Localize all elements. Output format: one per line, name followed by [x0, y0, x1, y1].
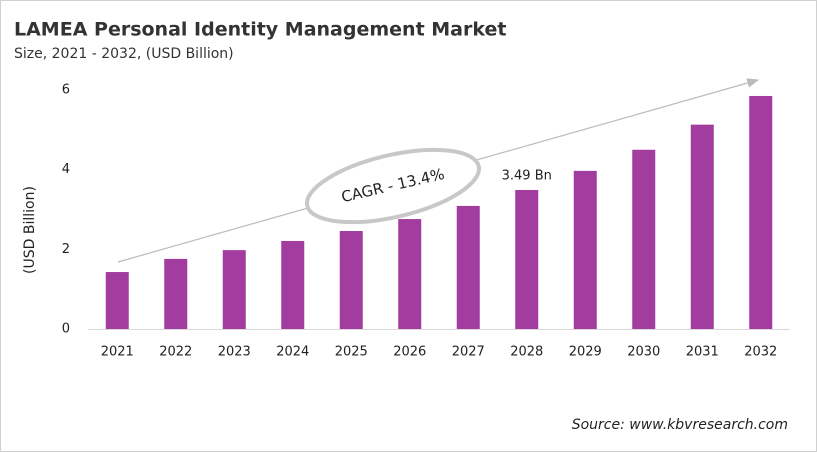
- data-label: 3.49 Bn: [502, 168, 552, 183]
- x-tick-label: 2024: [276, 345, 309, 360]
- bar: [749, 95, 773, 329]
- x-tick-label: 2027: [452, 345, 485, 360]
- y-tick-label: 4: [62, 162, 70, 177]
- bar: [398, 219, 422, 329]
- source: Source: www.kbvresearch.com: [572, 417, 788, 433]
- chart-subtitle: Size, 2021 - 2032, (USD Billion): [14, 46, 234, 62]
- cagr-ellipse: [304, 147, 482, 225]
- x-tick-label: 2026: [393, 345, 426, 360]
- chart-title: LAMEA Personal Identity Management Marke…: [14, 19, 506, 41]
- x-tick-label: 2032: [744, 345, 777, 360]
- x-tick-label: 2029: [569, 345, 602, 360]
- bar: [164, 258, 188, 329]
- bar: [573, 170, 597, 329]
- bar: [339, 231, 363, 329]
- x-tick-label: 2030: [627, 345, 660, 360]
- bar: [456, 205, 480, 329]
- bar: [105, 272, 129, 329]
- x-tick-label: 2022: [159, 345, 192, 360]
- x-tick-label: 2021: [101, 345, 134, 360]
- bar: [690, 124, 714, 329]
- y-tick-label: 0: [62, 322, 70, 337]
- y-axis-label: (USD Billion): [22, 186, 38, 274]
- bar: [281, 240, 305, 329]
- bar: [222, 250, 246, 329]
- x-tick-label: 2028: [510, 345, 543, 360]
- x-tick-label: 2031: [686, 345, 719, 360]
- bar: [632, 149, 656, 329]
- y-tick-label: 2: [62, 242, 70, 257]
- y-tick-label: 6: [62, 83, 70, 98]
- x-tick-label: 2023: [218, 345, 251, 360]
- x-tick-label: 2025: [335, 345, 368, 360]
- bar: [515, 189, 539, 329]
